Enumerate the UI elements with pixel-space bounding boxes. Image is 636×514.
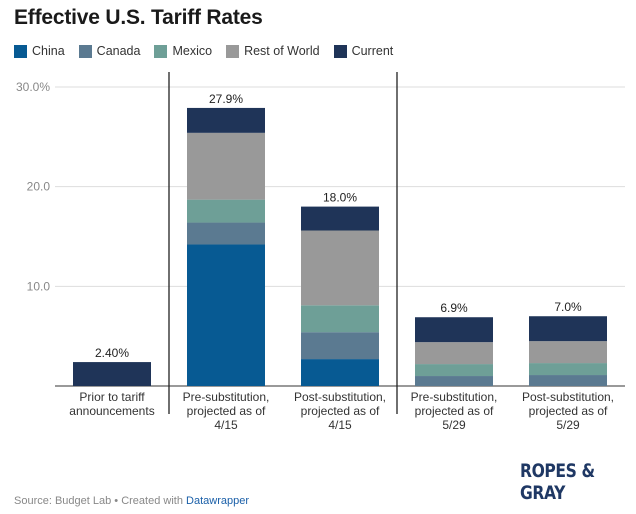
bar-total-label: 7.0%	[554, 300, 582, 314]
legend-item-china: China	[14, 44, 65, 58]
source-text: Source: Budget Lab • Created with	[14, 495, 187, 507]
bar-segment-canada	[187, 222, 265, 245]
y-tick-label: 20.0	[27, 180, 51, 194]
bar-segment-china	[301, 359, 379, 386]
x-category-label: projected as of	[415, 404, 494, 418]
x-category-label: Prior to tariff	[79, 390, 145, 404]
bar-segment-mexico	[415, 364, 493, 377]
bar-total-label: 6.9%	[440, 301, 468, 315]
legend-label: Mexico	[172, 44, 213, 58]
x-category-label: 5/29	[556, 418, 580, 432]
y-tick-label: 10.0	[27, 279, 51, 293]
x-category-label: announcements	[69, 404, 154, 418]
x-category-label: projected as of	[301, 404, 380, 418]
x-category-label: Pre-substitution,	[183, 390, 270, 404]
bar-total-label: 27.9%	[209, 92, 243, 106]
bar-segment-rest-of-world	[301, 230, 379, 306]
legend-swatch	[78, 44, 92, 58]
x-category-label: Post-substitution,	[294, 390, 386, 404]
bar-segment-mexico	[301, 305, 379, 333]
legend-item-canada: Canada	[78, 44, 141, 58]
x-category-label: 4/15	[214, 418, 238, 432]
legend-label: Canada	[96, 44, 141, 58]
legend-label: Rest of World	[244, 44, 320, 58]
bar-segment-mexico	[529, 363, 607, 376]
legend-label: China	[32, 44, 65, 58]
bar-total-label: 18.0%	[323, 191, 357, 205]
stacked-bar-chart: 30.0% 20.0 10.0 2.40% Prior to tariffannounc…	[16, 72, 625, 432]
bar-segment-canada	[415, 376, 493, 386]
legend-swatch	[14, 44, 27, 58]
chart-title: Effective U.S. Tariff Rates	[14, 6, 263, 29]
x-category-label: projected as of	[187, 404, 266, 418]
bar-segment-current	[73, 362, 151, 386]
bar-segment-current	[415, 317, 493, 343]
x-category-label: projected as of	[529, 404, 608, 418]
bar-total-label: 2.40%	[95, 346, 129, 360]
bar-segment-mexico	[187, 199, 265, 223]
source-note: Source: Budget Lab • Created with Datawr…	[14, 495, 249, 507]
legend-item-rest-of-world: Rest of World	[226, 44, 320, 58]
bar-segment-canada	[529, 375, 607, 386]
bar-segment-china	[187, 244, 265, 386]
chart-legend: China Canada Mexico Rest of World Current	[14, 44, 407, 58]
bar-segment-canada	[301, 332, 379, 360]
bar-segment-rest-of-world	[187, 132, 265, 200]
legend-swatch	[333, 44, 347, 58]
x-category-label: 5/29	[442, 418, 466, 432]
x-category-label: 4/15	[328, 418, 352, 432]
x-category-label: Pre-substitution,	[411, 390, 498, 404]
bar-segment-current	[187, 107, 265, 133]
ropes-gray-logo: ROPES & GRAY	[520, 460, 595, 504]
legend-swatch	[154, 44, 168, 58]
y-tick-label: 30.0%	[16, 80, 50, 94]
legend-label: Current	[351, 44, 394, 58]
bar-segment-rest-of-world	[415, 342, 493, 365]
legend-item-current: Current	[333, 44, 394, 58]
bar-segment-rest-of-world	[529, 341, 607, 364]
legend-swatch	[226, 44, 240, 58]
datawrapper-link[interactable]: Datawrapper	[186, 495, 249, 507]
bar-segment-current	[529, 316, 607, 342]
bar-segment-current	[301, 206, 379, 231]
x-category-label: Post-substitution,	[522, 390, 614, 404]
legend-item-mexico: Mexico	[154, 44, 212, 58]
